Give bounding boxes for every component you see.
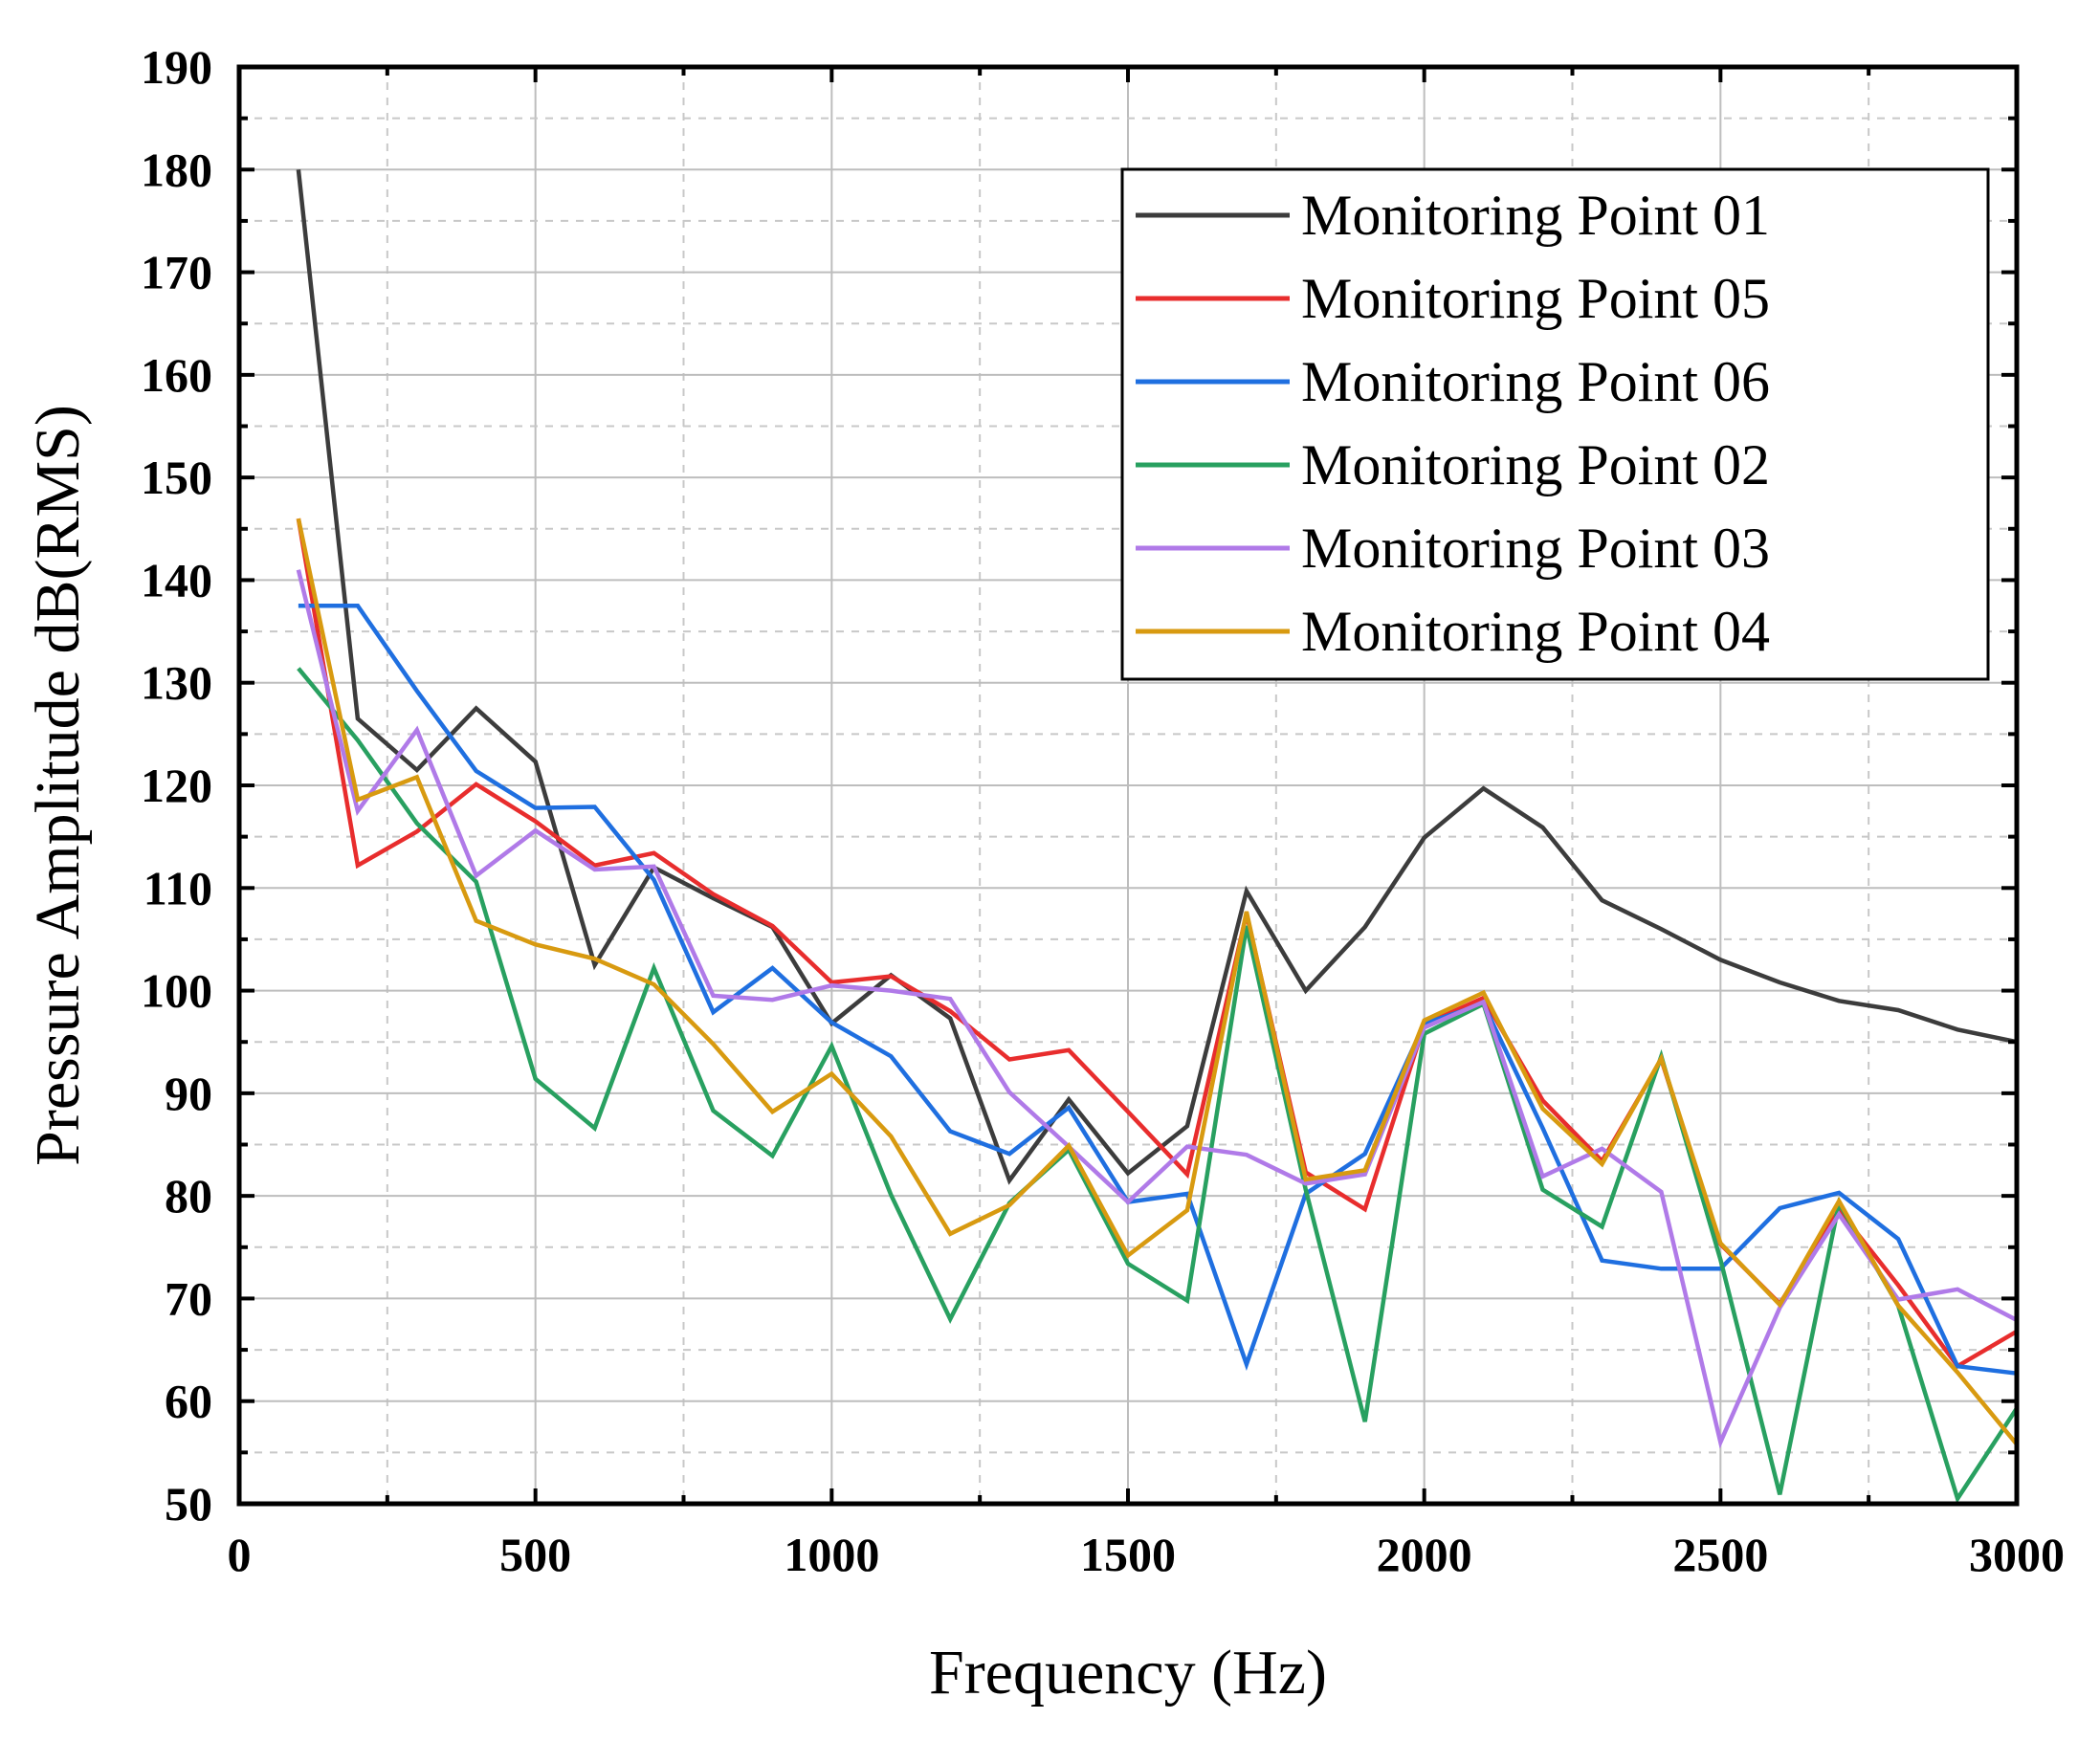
y-tick-label: 50	[165, 1477, 212, 1531]
legend-box	[1120, 167, 1990, 681]
x-tick-label: 500	[499, 1528, 571, 1581]
x-tick-label: 0	[228, 1528, 252, 1581]
y-tick-label: 60	[165, 1375, 212, 1428]
x-axis-title: Frequency (Hz)	[929, 1638, 1327, 1708]
y-tick-labels: 50 60 70 80 90 100 110 120 130 140 150 160 170 180 190	[141, 40, 212, 1531]
y-tick-label: 80	[165, 1169, 212, 1223]
legend-label: Monitoring Point 05	[1301, 267, 1770, 330]
legend-label: Monitoring Point 02	[1301, 433, 1770, 496]
plot-lines	[296, 169, 2019, 1504]
y-tick-label: 90	[165, 1067, 212, 1120]
legend-label: Monitoring Point 03	[1301, 517, 1770, 580]
y-tick-label: 70	[165, 1271, 212, 1325]
legend: Monitoring Point 01 Monitoring Point 05 Mo…	[1120, 167, 1990, 681]
y-tick-label: 190	[141, 40, 212, 94]
y-tick-label: 100	[141, 964, 212, 1018]
y-axis-title: Pressure Amplitude dB(RMS)	[23, 405, 93, 1166]
y-tick-label: 150	[141, 451, 212, 504]
x-tick-label: 2000	[1377, 1528, 1472, 1581]
axis-ticks	[237, 65, 2019, 1506]
y-tick-label: 170	[141, 246, 212, 299]
x-tick-label: 1000	[784, 1528, 879, 1581]
x-tick-label: 3000	[1969, 1528, 2065, 1581]
series-line	[296, 518, 2019, 1446]
legend-label: Monitoring Point 04	[1301, 600, 1770, 663]
x-tick-label: 1500	[1080, 1528, 1176, 1581]
x-tick-labels: 0 500 1000 1500 2000 2500 3000	[228, 1528, 2066, 1581]
legend-label: Monitoring Point 01	[1301, 184, 1770, 247]
series-line	[296, 569, 2019, 1449]
y-tick-label: 120	[141, 759, 212, 812]
y-tick-label: 140	[141, 553, 212, 606]
y-tick-label: 180	[141, 143, 212, 196]
series-line	[298, 604, 2018, 1376]
series-line	[296, 169, 2018, 1185]
legend-label: Monitoring Point 06	[1301, 350, 1770, 413]
y-tick-label: 130	[141, 656, 212, 710]
y-tick-label: 110	[144, 861, 212, 915]
x-tick-label: 2500	[1672, 1528, 1768, 1581]
y-tick-label: 160	[141, 348, 212, 402]
series-line	[297, 667, 2019, 1504]
